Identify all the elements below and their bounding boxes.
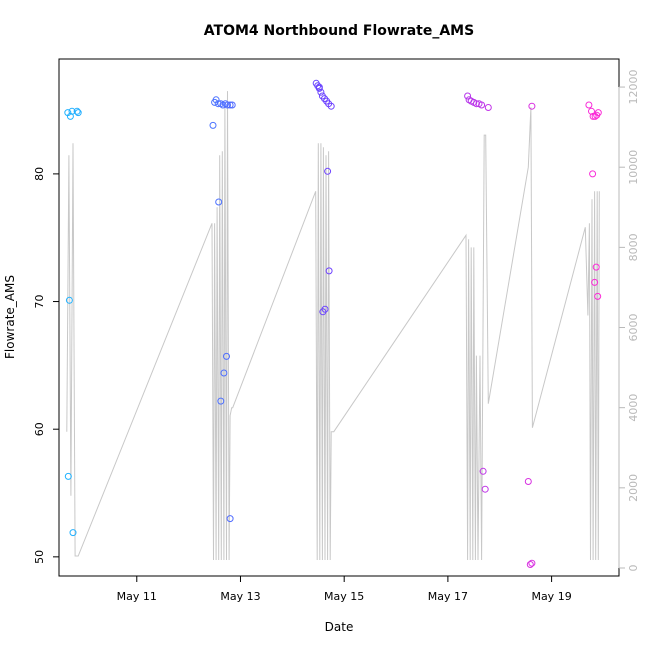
data-point xyxy=(209,121,217,129)
data-point xyxy=(594,109,602,117)
data-point xyxy=(589,112,597,120)
data-point xyxy=(228,101,236,109)
data-point xyxy=(65,296,73,304)
data-point xyxy=(481,485,489,493)
y-tick-label: 50 xyxy=(33,550,46,564)
data-point xyxy=(526,561,534,568)
y2-tick-label: 4000 xyxy=(627,394,640,422)
data-point xyxy=(524,478,532,485)
data-point xyxy=(69,529,77,537)
data-point xyxy=(319,308,327,316)
y-tick-label: 70 xyxy=(33,295,46,309)
data-point xyxy=(226,101,234,109)
data-point xyxy=(528,559,536,567)
data-point xyxy=(591,278,599,286)
data-point xyxy=(224,101,231,109)
x-tick-label: May 13 xyxy=(220,590,260,603)
data-point xyxy=(223,352,230,360)
x-tick-label: May 19 xyxy=(531,590,571,603)
y-tick-label: 80 xyxy=(33,167,46,181)
data-point xyxy=(464,92,472,100)
data-point xyxy=(327,102,335,110)
chart-title: ATOM4 Northbound Flowrate_AMS xyxy=(204,23,474,39)
secondary-series-polyline xyxy=(66,91,600,561)
data-points xyxy=(64,79,602,568)
data-point xyxy=(73,107,81,115)
x-axis: May 11 May 13 May 15 May 17 May 19 xyxy=(117,576,572,603)
y-axis-label: Flowrate_AMS xyxy=(3,275,17,359)
data-point xyxy=(325,267,333,275)
y2-tick-label: 2000 xyxy=(627,474,640,502)
data-point xyxy=(217,397,225,405)
plot-frame xyxy=(58,58,620,577)
y2-tick-label: 8000 xyxy=(627,233,640,261)
data-point xyxy=(324,167,332,175)
data-point xyxy=(594,292,602,300)
y2-tick-label: 12000 xyxy=(627,70,640,105)
data-point xyxy=(585,101,593,109)
data-point xyxy=(212,96,220,104)
data-point xyxy=(479,467,487,475)
secondary-series-line xyxy=(66,91,600,561)
y-tick-label: 60 xyxy=(33,422,46,436)
x-tick-label: May 15 xyxy=(324,590,364,603)
data-point xyxy=(220,369,228,377)
data-point xyxy=(214,100,222,108)
y2-tick-label: 10000 xyxy=(627,150,640,185)
data-point xyxy=(484,104,492,111)
y-axis-right: 0 2000 4000 6000 8000 10000 12000 xyxy=(618,70,640,571)
data-point xyxy=(472,100,480,108)
data-point xyxy=(215,198,223,206)
data-point xyxy=(478,101,486,109)
y2-tick-label: 6000 xyxy=(627,314,640,342)
data-point xyxy=(589,170,597,178)
data-point xyxy=(226,515,234,523)
data-point xyxy=(74,109,82,117)
x-axis-label: Date xyxy=(325,620,354,634)
data-point xyxy=(528,102,536,110)
data-point xyxy=(592,263,600,271)
x-tick-label: May 17 xyxy=(428,590,468,603)
y2-tick-label: 0 xyxy=(627,564,640,571)
data-point xyxy=(315,83,323,91)
data-point xyxy=(64,472,72,480)
x-tick-label: May 11 xyxy=(117,590,157,603)
y-axis-left: 50 60 70 80 xyxy=(33,167,59,564)
